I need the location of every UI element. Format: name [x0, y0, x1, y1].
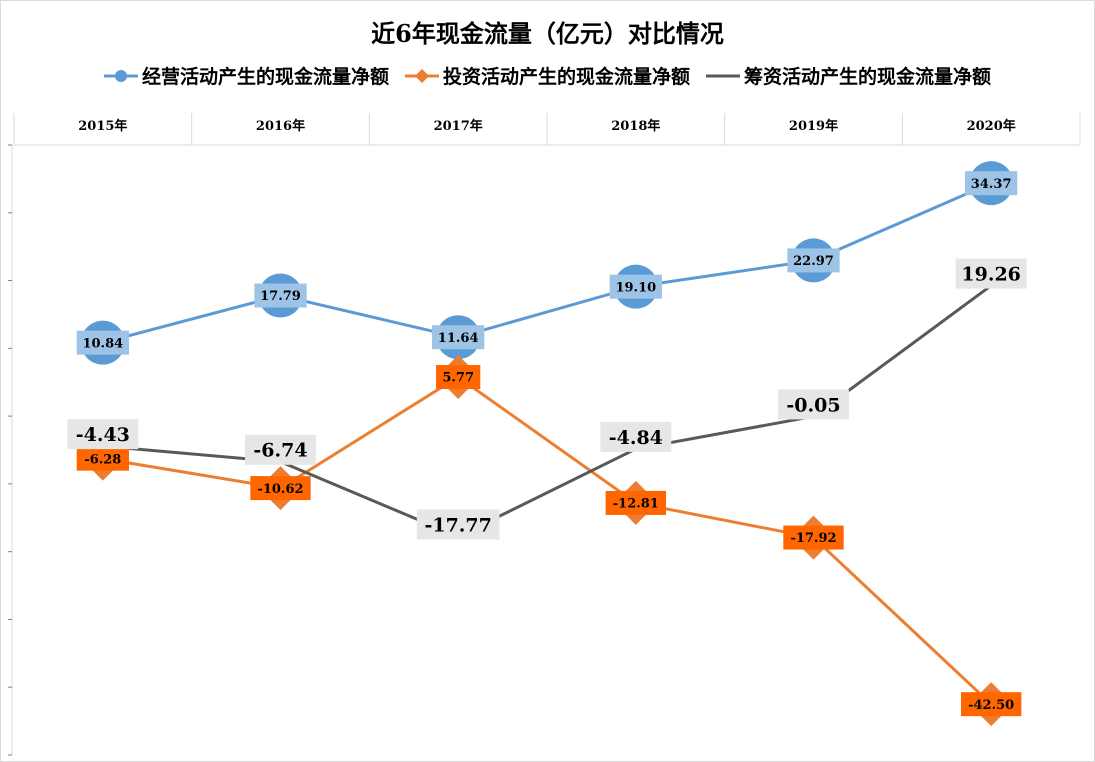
data-label: -6.28 — [84, 452, 121, 467]
data-label: -12.81 — [613, 497, 659, 512]
chart-title: 近6年现金流量（亿元）对比情况 — [371, 19, 724, 48]
data-label: -4.43 — [76, 424, 130, 446]
data-label: -0.05 — [786, 394, 840, 416]
data-label: 10.84 — [82, 336, 123, 351]
data-label-box — [955, 258, 1027, 289]
data-label: -6.74 — [253, 440, 307, 462]
data-label: 34.37 — [971, 177, 1012, 192]
legend-key-financing — [706, 74, 740, 77]
series-line-1 — [102, 375, 993, 706]
data-label: -42.50 — [968, 698, 1014, 713]
legend-item-investing: 投资活动产生的现金流量净额 — [404, 62, 690, 89]
data-label: -17.92 — [790, 531, 836, 546]
data-label-box — [609, 274, 662, 299]
data-label-box — [778, 389, 849, 420]
category-label: 2020年 — [967, 118, 1016, 134]
legend-key-investing — [404, 68, 439, 83]
data-label: 19.10 — [615, 280, 656, 295]
category-label: 2018年 — [611, 118, 660, 134]
series-line-2 — [102, 284, 993, 539]
legend-label-investing: 投资活动产生的现金流量净额 — [442, 66, 690, 88]
category-label: 2016年 — [256, 118, 305, 134]
category-label: 2015年 — [78, 118, 127, 134]
legend-label-operating: 经营活动产生的现金流量净额 — [141, 66, 389, 88]
data-label-box — [245, 434, 316, 465]
legend-label-financing: 筹资活动产生的现金流量净额 — [744, 66, 992, 88]
data-label-box — [605, 490, 667, 515]
data-label: -10.62 — [257, 482, 303, 497]
data-label-box — [436, 365, 481, 390]
data-label: -17.77 — [424, 514, 491, 536]
category-label: 2017年 — [434, 118, 483, 134]
data-label-box — [965, 171, 1018, 196]
data-label-box — [250, 476, 311, 501]
series-line-0 — [102, 181, 992, 345]
data-label: -4.84 — [609, 427, 663, 449]
data-label: 19.26 — [961, 263, 1021, 285]
data-label-box — [600, 421, 672, 452]
data-label: 17.79 — [260, 289, 301, 304]
data-label: 5.77 — [442, 371, 474, 386]
legend-item-operating: 经营活动产生的现金流量净额 — [103, 62, 389, 89]
data-label-box — [432, 325, 485, 350]
data-label: 11.64 — [438, 331, 479, 346]
data-label: 22.97 — [793, 254, 834, 269]
data-label-box — [76, 330, 129, 355]
legend-item-financing: 筹资活动产生的现金流量净额 — [706, 62, 991, 89]
data-label-box — [783, 525, 844, 550]
data-label-box — [960, 692, 1022, 717]
data-label-box — [67, 419, 139, 450]
data-label-box — [76, 446, 129, 471]
category-label: 2019年 — [789, 118, 838, 134]
data-label-box — [416, 509, 500, 540]
data-label-box — [787, 248, 840, 273]
legend-key-operating — [103, 69, 138, 82]
legend: 经营活动产生的现金流量净额 投资活动产生的现金流量净额 筹资活动产生的现金流量净… — [0, 62, 1095, 89]
data-label-box — [254, 283, 307, 308]
